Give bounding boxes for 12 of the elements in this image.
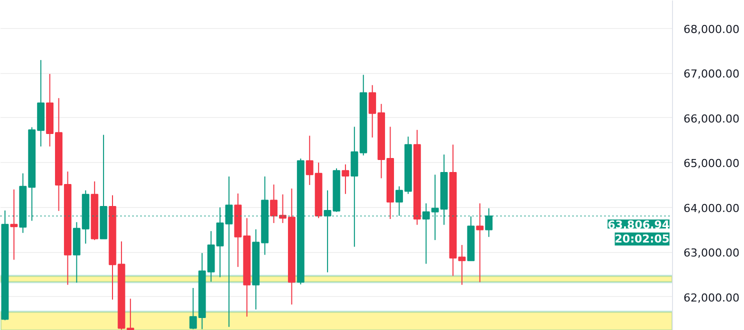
y-tick-label: 67,000.00 [684, 68, 740, 81]
y-tick-label: 68,000.00 [684, 22, 740, 36]
y-tick-label: 66,000.00 [684, 112, 740, 126]
y-tick-label: 65,000.00 [684, 157, 740, 170]
candlestick [342, 164, 350, 194]
candlestick [10, 188, 18, 260]
ref-line-label: 63,806.94 [608, 218, 670, 232]
y-tick-label: 62,000.00 [684, 291, 740, 304]
y-tick-label: 64,000.00 [684, 202, 740, 215]
y-tick-label: 63,000.00 [684, 246, 740, 260]
annotation: 20:02:05 [614, 232, 670, 246]
candlestick [476, 202, 484, 283]
